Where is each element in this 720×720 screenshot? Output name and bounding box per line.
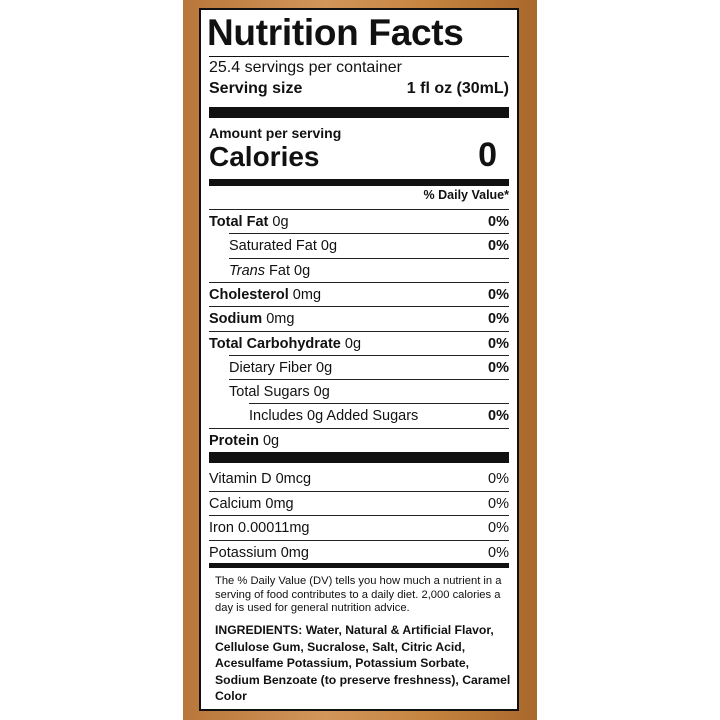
nutrient-amount: 0g [320,238,338,255]
nutrient-name: Includes 0g Added Sugars [249,408,419,425]
nutrient-name: Total Carbohydrate [209,335,341,352]
footnote: The % Daily Value (DV) tells you how muc… [215,575,502,614]
nutrient-row: Total Carbohydrate 0g 0% [209,330,509,356]
vitamin-name: Calcium 0mg [209,496,294,513]
vitamin-row: Iron 0.00011mg 0% [209,515,509,540]
serving-size-value: 1 fl oz (30mL) [406,80,509,97]
nutrient-name: Cholesterol [209,286,289,303]
nutrient-amount: 0mg [292,286,322,303]
title: Nutrition Facts [207,12,464,53]
nutrient-name-italic: Trans [229,262,265,279]
vitamin-dv: 0% [488,496,509,513]
nutrient-row: Dietary Fiber 0g 0% [229,354,509,380]
nutrient-dv: 0% [488,286,509,303]
vitamin-name: Vitamin D 0mcg [209,471,312,487]
nutrient-amount: 0mg [266,311,295,328]
nutrient-row: Sodium 0mg 0% [209,306,509,331]
nutrient-dv: 0% [488,359,509,376]
vitamin-row: Calcium 0mg 0% [209,491,509,516]
vitamin-name: Iron 0.00011mg [209,520,310,537]
calories-label: Calories [209,141,320,172]
nutrient-amount: 0g [316,359,333,376]
nutrient-row: Trans Fat 0g [229,257,509,283]
nutrient-row: Saturated Fat 0g 0% [229,233,509,258]
serving-size-label: Serving size [209,80,303,97]
nutrient-amount: 0g [344,335,362,352]
nutrient-name: Total Fat [209,214,269,230]
nutrient-name: Total Sugars [229,384,310,401]
ingredients: INGREDIENTS: Water, Natural & Artificial… [215,623,511,703]
nutrient-name: Protein [209,432,259,449]
nutrient-amount: 0g [313,384,330,401]
nutrient-dv: 0% [488,311,509,328]
vitamin-row: Vitamin D 0mcg 0% [209,467,509,491]
nutrient-row: Total Sugars 0g [229,379,509,404]
nutrient-dv: 0% [488,335,509,352]
nutrient-dv: 0% [488,408,509,425]
nutrient-name: Saturated Fat [229,238,317,255]
nutrition-label: Nutrition Facts 25.4 servings per contai… [199,8,519,711]
divider [209,452,509,463]
nutrient-amount: 0g [272,214,289,230]
nutrient-name: Fat [269,262,290,279]
divider [209,107,509,118]
vitamin-dv: 0% [488,544,509,561]
servings: 25.4 servings per container [209,59,402,76]
dv-header: % Daily Value* [423,188,509,202]
nutrient-amount: 0g [262,432,280,449]
amount-per-serving: Amount per serving [209,125,342,141]
nutrient-name: Dietary Fiber [229,359,312,376]
vitamin-name: Potassium 0mg [209,544,309,561]
vitamin-dv: 0% [488,471,509,487]
divider [209,179,509,186]
nutrient-dv: 0% [488,214,509,230]
nutrient-row: Includes 0g Added Sugars 0% [249,403,509,428]
nutrient-name: Sodium [209,311,263,328]
vitamin-row: Potassium 0mg 0% [209,539,509,565]
vitamin-dv: 0% [488,520,509,537]
nutrient-row: Protein 0g [209,427,509,453]
calories-value: 0 [478,136,497,174]
divider [209,56,509,57]
nutrient-dv: 0% [488,238,509,255]
nutrient-row: Total Fat 0g 0% [209,209,509,234]
nutrient-amount: 0g [294,262,311,279]
divider [209,563,509,568]
nutrient-row: Cholesterol 0mg 0% [209,281,509,307]
